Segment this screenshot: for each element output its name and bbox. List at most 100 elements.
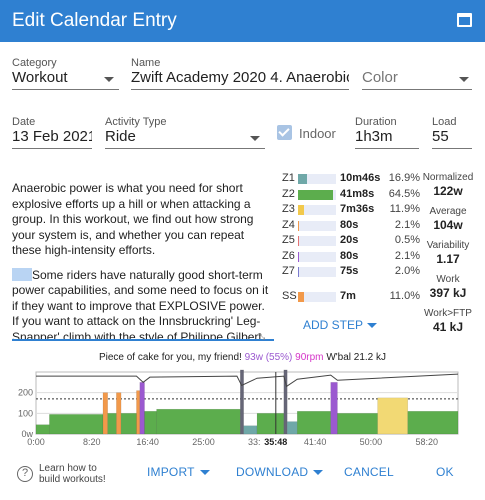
resize-handle-icon[interactable]: ⤡ <box>258 331 266 341</box>
zone-time: 7m36s <box>340 203 375 215</box>
indoor-checkbox[interactable] <box>277 125 292 140</box>
metric-value: 104w <box>433 218 463 232</box>
power-step-bar <box>283 369 288 435</box>
zone-row: Z5 20s 0.5% <box>282 233 422 249</box>
zone-row: Z7 75s 2.0% <box>282 264 422 280</box>
power-step-bar <box>116 392 122 435</box>
metric-value: 122w <box>433 184 463 198</box>
metric: Variability 1.17 <box>418 240 478 266</box>
download-label: DOWNLOAD <box>236 465 309 479</box>
x-tick-label: 16:40 <box>136 437 159 447</box>
zone-name: Z2 <box>282 187 295 200</box>
zone-name: SS <box>282 289 297 302</box>
maximize-icon[interactable] <box>457 13 472 27</box>
duration-label: Duration <box>355 116 397 128</box>
activity-type-label: Activity Type <box>105 116 167 128</box>
zone-bar <box>298 251 300 262</box>
chevron-down-icon <box>313 470 324 475</box>
description-paragraph-1: Anaerobic power is what you need for sho… <box>12 181 254 257</box>
power-step-bar <box>139 382 145 435</box>
date-label: Date <box>12 116 36 128</box>
zone-row: Z4 80s 2.1% <box>282 218 422 234</box>
zone-name: Z3 <box>282 203 295 215</box>
download-button[interactable]: DOWNLOAD <box>236 465 324 479</box>
zone-row: Z1 10m46s 16.9% <box>282 171 422 187</box>
zone-time: 80s <box>340 249 359 262</box>
zone-row: Z2 41m8s 64.5% <box>282 187 422 203</box>
zone-distribution: Z1 10m46s 16.9% Z2 41m8s 64.5% Z3 7m36s 11.9% Z4 8… <box>282 171 422 304</box>
date-input[interactable]: 13 Feb 2021 <box>12 127 92 149</box>
indoor-label: Indoor <box>299 126 336 141</box>
zone-bar <box>298 189 333 200</box>
y-tick-label: 0w <box>21 429 33 439</box>
chart-header-cadence: 90rpm <box>295 352 324 363</box>
power-step-bar <box>107 413 117 435</box>
load-input[interactable]: 55 <box>432 127 472 149</box>
import-button[interactable]: IMPORT <box>147 465 210 479</box>
color-chevron-down-icon <box>459 77 469 82</box>
zone-name: Z6 <box>282 249 295 262</box>
workout-metrics: Normalized 122w Average 104w Variability 1.17… <box>418 172 478 342</box>
category-chevron-down-icon <box>104 77 114 82</box>
add-step-button[interactable]: ADD STEP <box>303 318 378 332</box>
power-step-bar <box>156 408 241 435</box>
color-select[interactable]: Color <box>362 68 472 90</box>
sweetspot-row: SS 7m 11.0% <box>282 289 422 305</box>
zone-bar <box>298 291 304 302</box>
power-step-bar <box>240 369 244 435</box>
chart-header-wbal: W'bal 21.2 kJ <box>326 352 387 363</box>
workout-chart[interactable]: 0w 100 200 0:00 8:20 16:40 25:00 33:20 41:40 50:0… <box>0 366 485 456</box>
name-label: Name <box>131 57 161 69</box>
zone-name: Z5 <box>282 234 295 246</box>
zone-row: Z6 80s 2.1% <box>282 249 422 265</box>
power-step-bar <box>136 390 141 435</box>
zone-percent: 16.9% <box>388 172 420 184</box>
x-tick-label: 25:00 <box>192 437 215 447</box>
chart-header-power: 93w (55%) <box>244 352 293 363</box>
duration-input[interactable]: 1h3m <box>355 127 419 149</box>
power-step-bar <box>286 421 298 435</box>
chevron-down-icon <box>199 470 210 475</box>
name-input[interactable]: Zwift Academy 2020 4. Anaerobic Res <box>131 68 349 90</box>
power-step-bar <box>407 411 459 435</box>
text-selection <box>12 267 32 281</box>
power-step-bar <box>256 413 285 435</box>
zone-bar <box>298 205 305 215</box>
x-tick-label: 8:20 <box>83 437 101 447</box>
zone-percent: 2.1% <box>394 249 420 262</box>
category-label: Category <box>12 57 57 69</box>
metric-value: 1.17 <box>436 252 460 266</box>
power-step-bar <box>120 413 137 435</box>
add-step-label: ADD STEP <box>303 318 364 332</box>
dialog-title-bar: Edit Calendar Entry <box>0 0 485 42</box>
description-textarea[interactable]: Anaerobic power is what you need for sho… <box>12 181 274 341</box>
x-tick-label: 58:20 <box>415 437 438 447</box>
help-icon: ? <box>17 466 33 482</box>
zone-bar <box>298 220 300 231</box>
metric-label: Work>FTP <box>424 308 472 319</box>
zone-time: 80s <box>340 218 359 231</box>
description-paragraph-2: Some riders have naturally good short-te… <box>12 267 269 341</box>
zone-name: Z7 <box>282 265 295 277</box>
ok-button[interactable]: OK <box>436 465 454 479</box>
zone-percent: 11.0% <box>389 289 420 302</box>
activity-type-select[interactable]: Ride <box>105 127 265 149</box>
help-text: Learn how to build workouts! <box>39 463 106 485</box>
power-step-bar <box>243 425 258 435</box>
x-tick-label: 33:20 <box>248 437 271 447</box>
power-step-bar <box>296 411 331 435</box>
cursor-label-bg <box>260 436 291 448</box>
power-step-bar <box>377 397 409 435</box>
metric: Average 104w <box>418 206 478 232</box>
help-link[interactable]: ? Learn how to build workouts! <box>17 463 114 485</box>
power-step-bar <box>337 413 378 435</box>
activity-chevron-down-icon <box>250 136 260 141</box>
chart-header: Piece of cake for you, my friend! 93w (5… <box>0 352 485 363</box>
category-select[interactable]: Workout <box>12 68 119 90</box>
cancel-button[interactable]: CANCEL <box>344 465 394 479</box>
metric-label: Variability <box>426 240 470 251</box>
dialog-footer: ? Learn how to build workouts! IMPORT DO… <box>0 454 485 500</box>
zone-percent: 64.5% <box>388 187 420 200</box>
zone-time: 7m <box>340 289 356 302</box>
zone-bar <box>298 236 300 246</box>
